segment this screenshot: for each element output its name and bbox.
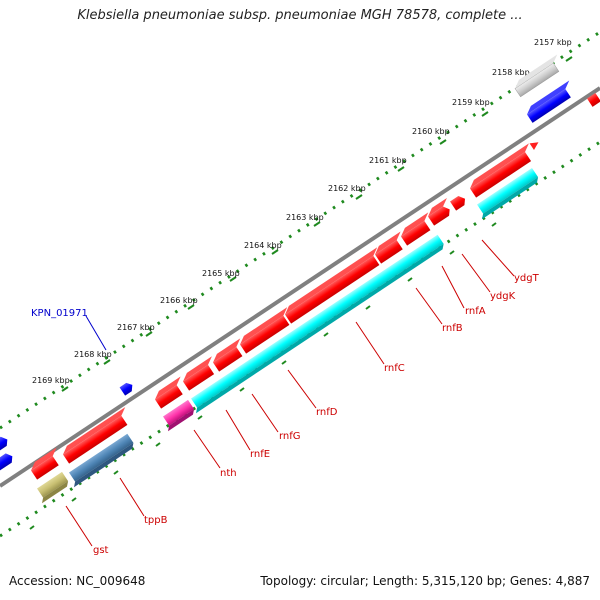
gene-rnfA-block[interactable]: [425, 197, 456, 226]
gene-label-rnfG: rnfG: [279, 431, 301, 442]
tick-label: 2159 kbp: [452, 98, 490, 107]
gene-label-gst: gst: [93, 545, 109, 556]
tick-label: 2160 kbp: [412, 127, 450, 136]
tick-label: 2161 kbp: [369, 156, 407, 165]
tick-label: 2162 kbp: [328, 184, 366, 193]
gene-grey-feature[interactable]: [512, 54, 565, 98]
tick-label: 2168 kbp: [74, 350, 112, 359]
gene-red-forward-small[interactable]: [152, 376, 189, 409]
tick-label: 2166 kbp: [160, 296, 198, 305]
gene-rnfE-block[interactable]: [210, 338, 249, 372]
gene-rnf-complex-cyan[interactable]: [188, 234, 446, 414]
tick-label: 2169 kbp: [32, 376, 70, 385]
gene-label-ydgK: ydgK: [490, 291, 516, 302]
gene-rnfC-block[interactable]: [372, 231, 409, 264]
tick-label: 2157 kbp: [534, 38, 572, 47]
map-title: Klebsiella pneumoniae subsp. pneumoniae …: [77, 8, 523, 23]
gene-rnfB-block[interactable]: [398, 212, 437, 246]
inner-tick-marks: [29, 222, 497, 530]
forward-strand-features: [0, 54, 600, 480]
gene-labels: KPN_01971 ydgT ydgK rnfA rnfB rnfC rnfD …: [31, 273, 540, 556]
gene-tppB-forward-block[interactable]: [60, 407, 134, 464]
tick-label: 2164 kbp: [244, 241, 282, 250]
gene-ydgK-block[interactable]: [450, 194, 468, 211]
gene-label-rnfB: rnfB: [442, 323, 463, 334]
gene-blue-left-edge-2[interactable]: [0, 451, 15, 474]
tick-label: 2158 kbp: [492, 68, 530, 77]
gene-label-rnfE: rnfE: [250, 449, 270, 460]
gene-ydgT-reverse-cyan[interactable]: [474, 167, 541, 220]
label-leader-lines: [65, 239, 515, 547]
gene-label-rnfA: rnfA: [465, 306, 486, 317]
outer-dotted-ruler: [0, 30, 600, 430]
gene-label-nth: nth: [220, 468, 237, 479]
reverse-strand-features: [34, 167, 541, 504]
tick-label: 2163 kbp: [286, 213, 324, 222]
gene-label-ydgT: ydgT: [514, 273, 540, 284]
gene-gst-reverse-khaki[interactable]: [34, 471, 71, 504]
gene-nth-reverse-magenta[interactable]: [160, 399, 197, 432]
gene-tppB-reverse-steelblue[interactable]: [66, 433, 136, 488]
gene-label-tppB: tppB: [144, 515, 168, 526]
genome-backbone: [0, 86, 600, 488]
gene-ydgT-block[interactable]: [467, 143, 537, 198]
tick-label: 2167 kbp: [117, 323, 155, 332]
kbp-tick-labels: 2157 kbp 2158 kbp 2159 kbp 2160 kbp 2161…: [32, 38, 572, 385]
gene-gst-forward-block[interactable]: [28, 447, 65, 480]
outer-tick-marks: [61, 56, 573, 392]
topology-text: Topology: circular; Length: 5,315,120 bp…: [260, 574, 590, 588]
gene-KPN_01971-block[interactable]: [119, 381, 136, 396]
gene-red-feature-edge[interactable]: [587, 92, 600, 107]
gene-label-rnfD: rnfD: [316, 407, 338, 418]
gene-label-rnfC: rnfC: [384, 363, 405, 374]
gene-blue-left-edge[interactable]: [0, 435, 10, 454]
gene-blue-feature[interactable]: [524, 80, 577, 123]
gene-nth-block[interactable]: [180, 356, 221, 391]
gene-rnfD-block[interactable]: [282, 247, 386, 324]
gene-label-kpn: KPN_01971: [31, 308, 88, 319]
gene-small-red-arrow[interactable]: [529, 139, 541, 150]
accession-text: Accession: NC_009648: [9, 574, 146, 588]
kpn-leader-line: [85, 315, 107, 351]
tick-label: 2165 kbp: [202, 269, 240, 278]
gene-rnfG-block[interactable]: [237, 307, 296, 354]
